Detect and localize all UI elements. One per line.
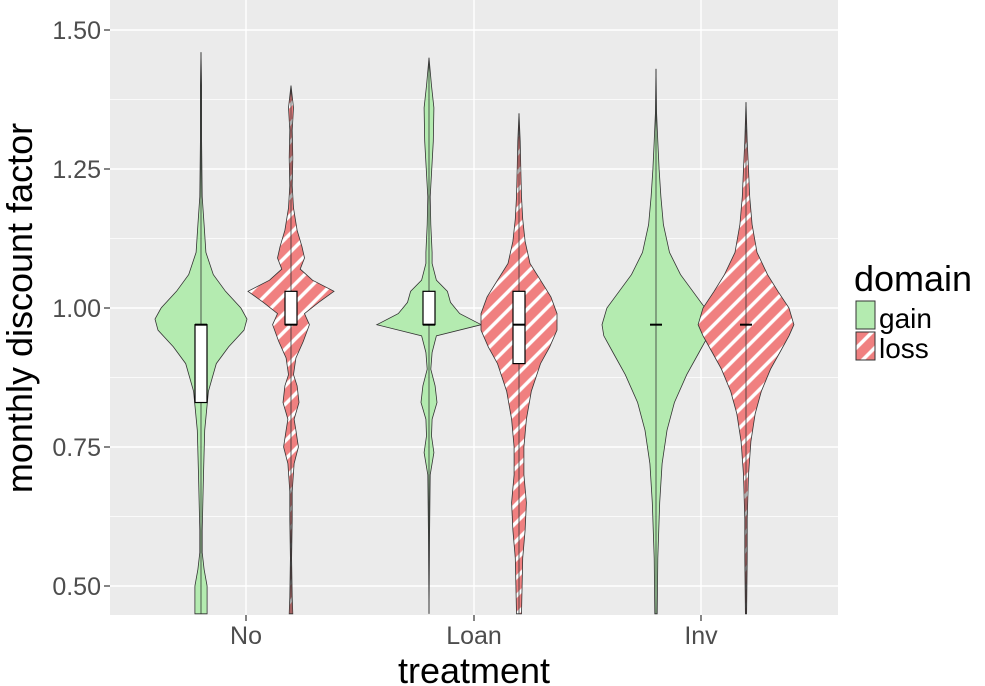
box-gain-no — [194, 324, 208, 404]
y-tick-label: 0.50 — [52, 573, 101, 601]
x-axis: No Loan Inv — [230, 615, 718, 650]
box-gain-loan — [422, 290, 436, 326]
boxplots — [194, 52, 752, 614]
box-loss-loan — [512, 290, 526, 365]
y-tick-label: 1.50 — [52, 17, 101, 45]
y-tick-label: 1.00 — [52, 295, 101, 323]
y-axis: 0.50 0.75 1.00 1.25 1.50 — [52, 17, 110, 601]
legend-label-loss: loss — [879, 333, 929, 364]
x-tick-label-no: No — [230, 622, 262, 650]
legend: domain gain loss — [854, 258, 972, 364]
y-tick-label: 1.25 — [52, 156, 101, 184]
y-axis-title: monthly discount factor — [0, 123, 40, 493]
legend-key-loss — [855, 331, 876, 361]
x-tick-label-inv: Inv — [684, 622, 718, 650]
x-tick-label-loan: Loan — [446, 622, 502, 650]
legend-key-gain — [855, 300, 876, 330]
y-tick-label: 0.75 — [52, 434, 101, 462]
x-axis-title: treatment — [398, 650, 550, 686]
box-loss-no — [284, 290, 298, 326]
legend-label-gain: gain — [879, 303, 932, 334]
legend-title: domain — [854, 258, 972, 299]
